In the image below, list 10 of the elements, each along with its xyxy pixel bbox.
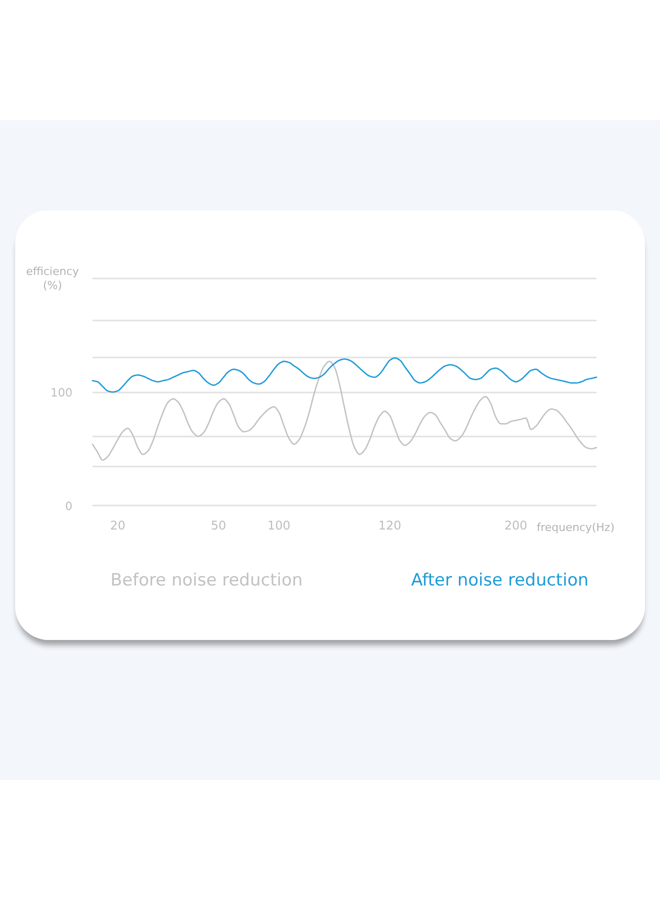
x-tick-label: 20 bbox=[110, 518, 126, 532]
y-tick-label: 0 bbox=[65, 499, 73, 513]
x-tick-label: 120 bbox=[378, 518, 402, 532]
x-axis-title: frequency(Hz) bbox=[536, 521, 615, 534]
y-axis-title: efficiency (%) bbox=[26, 264, 80, 292]
x-tick-label: 50 bbox=[210, 518, 226, 532]
x-tick-label: 200 bbox=[504, 518, 528, 532]
text: Before noise reduction bbox=[110, 570, 303, 590]
text: After noise reduction bbox=[411, 570, 589, 590]
x-tick-label: 100 bbox=[268, 518, 290, 532]
